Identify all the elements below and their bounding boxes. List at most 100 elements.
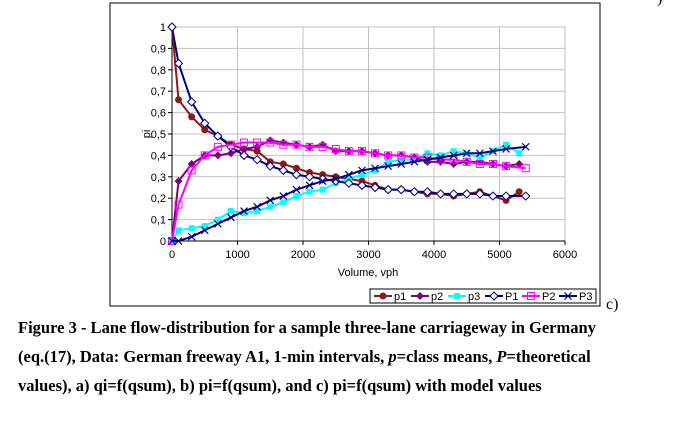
data-point (331, 175, 340, 183)
data-point (266, 138, 275, 147)
legend-item-P2: P2 (522, 291, 555, 303)
legend-item-P3: P3 (559, 291, 592, 303)
data-point (384, 162, 393, 171)
data-point (521, 142, 530, 151)
data-point (564, 292, 572, 300)
data-point (174, 177, 183, 186)
data-point (253, 142, 262, 151)
data-point (371, 164, 379, 173)
data-point (450, 148, 457, 155)
data-point (424, 150, 431, 157)
data-point (173, 58, 184, 69)
data-point (227, 213, 235, 222)
series-line-P3 (172, 145, 526, 242)
data-point (305, 142, 314, 151)
legend: p1 p2 p3 P1 P2 P3 (369, 288, 597, 304)
data-point (449, 159, 458, 168)
data-point (488, 191, 498, 201)
data-point (168, 237, 176, 245)
data-point (384, 151, 393, 160)
caption-line-1: Figure 3 - Lane flow-distribution for a … (18, 318, 596, 337)
data-point (527, 292, 535, 300)
legend-label: P2 (542, 291, 555, 303)
series-line-p2 (171, 139, 520, 242)
data-point (516, 150, 523, 157)
data-point (292, 185, 301, 194)
data-point (174, 237, 183, 245)
data-point (267, 203, 274, 210)
data-point (293, 193, 300, 200)
data-point (521, 164, 530, 173)
data-point (279, 140, 288, 149)
data-point (435, 189, 446, 199)
y-tick-label: 0,1 (151, 215, 166, 227)
data-point (489, 147, 497, 156)
legend-box (369, 288, 597, 304)
corner-fragment: ) (657, 0, 662, 8)
data-point (475, 149, 484, 158)
data-point (253, 202, 262, 211)
series-line-P1 (171, 26, 526, 198)
data-point (454, 293, 460, 299)
legend-item-p3: p3 (448, 291, 480, 303)
data-point (306, 188, 313, 195)
y-tick-label: 0,7 (151, 86, 166, 98)
data-point (167, 22, 177, 32)
data-point (501, 191, 511, 201)
series-line-P2 (171, 141, 526, 242)
legend-item-p1: p1 (374, 291, 406, 303)
data-point (436, 155, 445, 164)
data-point (423, 155, 432, 164)
data-point (279, 160, 287, 168)
data-point (305, 181, 314, 190)
data-point (462, 189, 472, 199)
data-point (188, 225, 195, 232)
data-point (213, 131, 223, 141)
data-point (227, 208, 234, 215)
x-tick-label: 6000 (553, 249, 577, 261)
caption-text: (eq.(17), Data: German freeway A1, 1-min… (18, 347, 389, 366)
data-point (213, 142, 222, 151)
y-tick-label: 0,2 (151, 193, 166, 205)
data-point (397, 160, 406, 168)
data-point (213, 151, 222, 160)
data-point (213, 219, 222, 228)
data-point (475, 159, 484, 168)
data-point (318, 142, 327, 151)
caption-text: p (388, 347, 397, 366)
data-point (475, 189, 485, 199)
x-tick-label: 5000 (487, 249, 511, 261)
data-point (226, 149, 235, 158)
data-point (186, 97, 197, 107)
data-point (462, 149, 471, 158)
data-point (214, 216, 221, 223)
data-point (187, 232, 196, 241)
legend-item-P1: P1 (485, 291, 518, 303)
data-point (416, 292, 424, 300)
data-point (515, 159, 524, 168)
legend-label: p2 (431, 291, 443, 303)
x-tick-label: 4000 (422, 249, 446, 261)
data-point (200, 151, 209, 160)
data-point (344, 170, 353, 179)
data-point (502, 162, 511, 171)
data-point (502, 145, 510, 153)
y-tick-label: 0,6 (151, 108, 166, 120)
data-point (278, 165, 289, 176)
data-point (503, 141, 510, 148)
legend-label: p1 (394, 291, 406, 303)
x-axis-label: Volume, vph (338, 267, 399, 279)
data-point (358, 171, 365, 178)
data-point (423, 153, 432, 162)
data-point (318, 177, 327, 186)
data-point (383, 184, 393, 195)
data-point (254, 208, 261, 215)
data-point (241, 210, 248, 217)
data-point (385, 158, 392, 165)
series-P3 (168, 142, 530, 245)
data-point (489, 291, 499, 301)
data-point (304, 172, 315, 182)
data-point (357, 180, 367, 191)
caption-line-2: (eq.(17), Data: German freeway A1, 1-min… (18, 347, 591, 367)
